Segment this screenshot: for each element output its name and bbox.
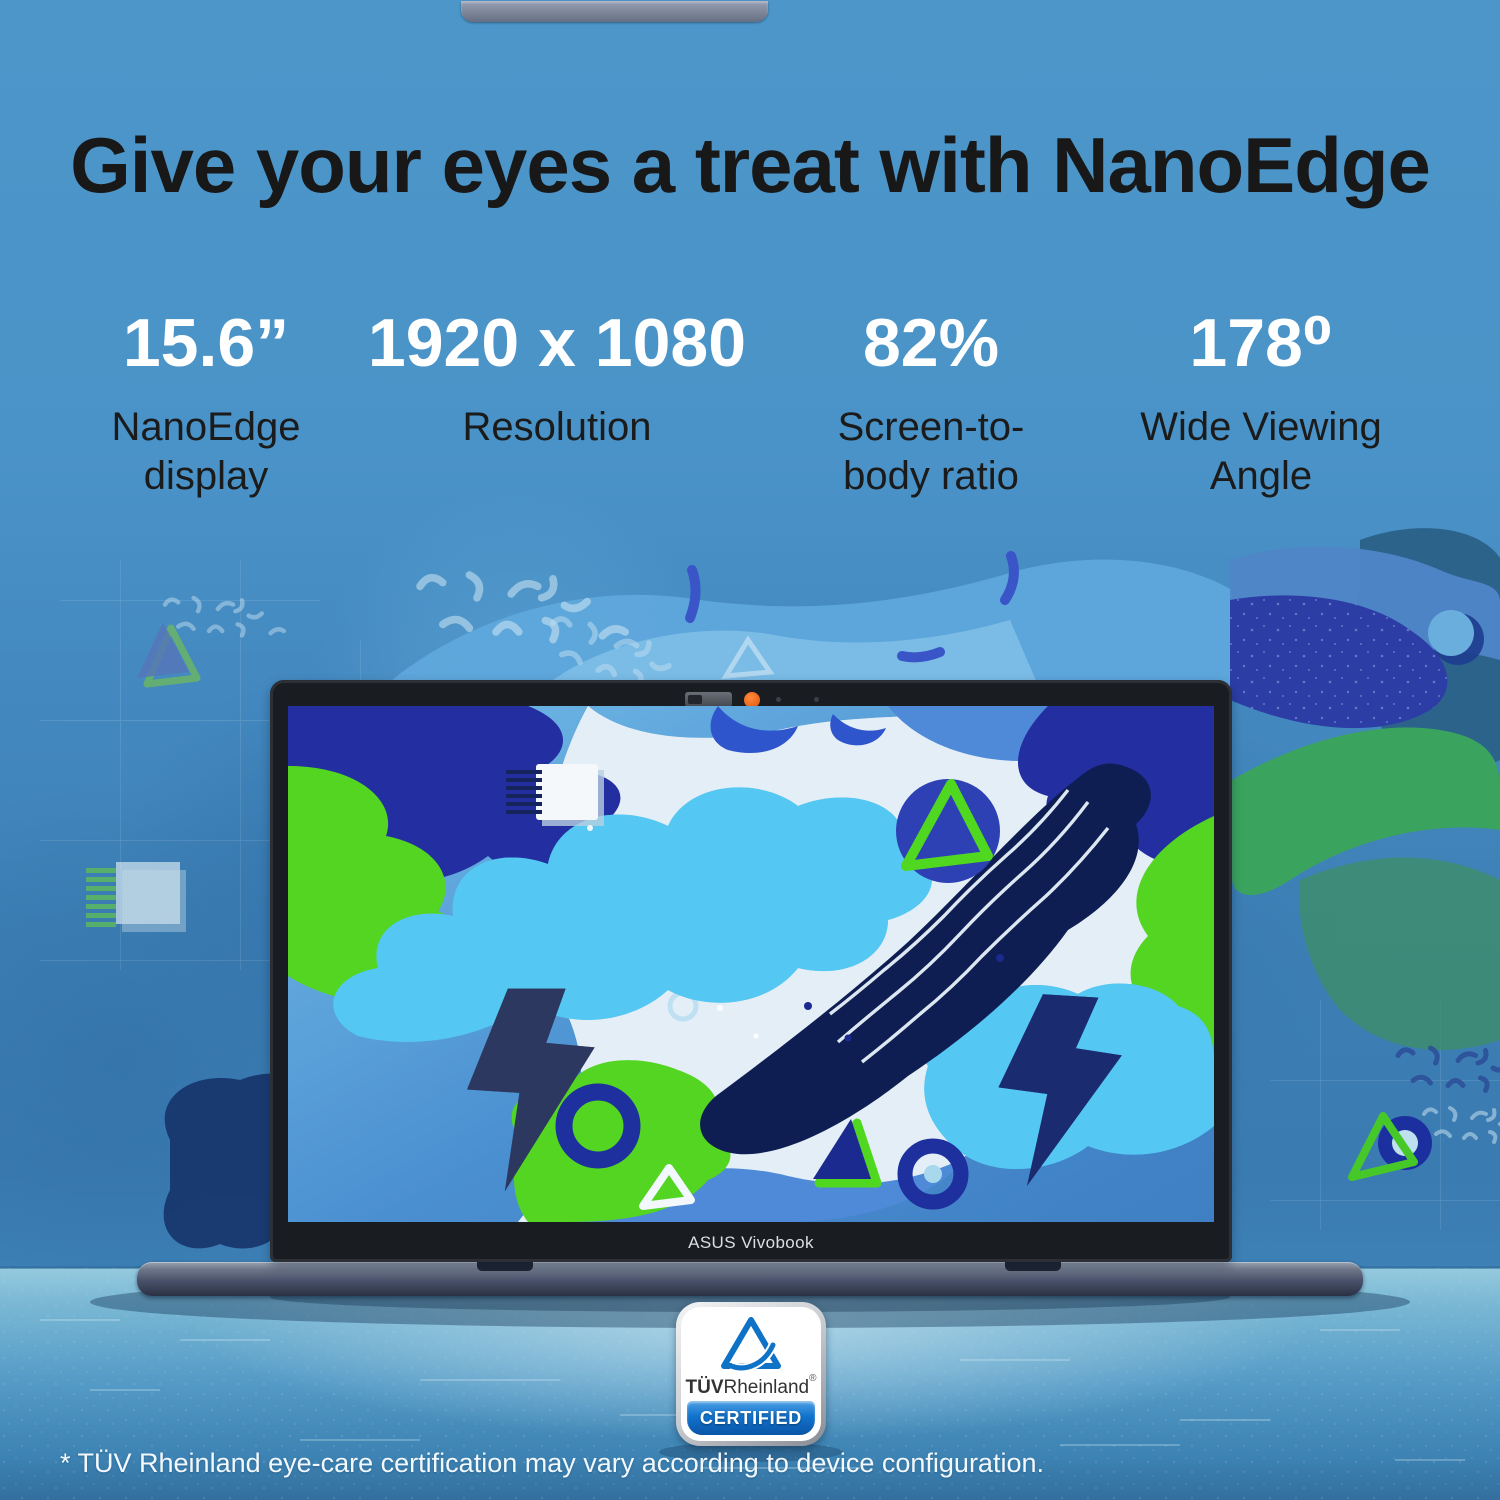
spec-label: Resolution [462,405,652,450]
badge-brand-rheinland: Rheinland [723,1377,810,1398]
green-triangle-icon [1348,1112,1418,1181]
tuv-certified-badge: TÜVRheinland® CERTIFIED [676,1302,826,1446]
spec-item-angle: 178⁰ Wide Viewing Angle [1096,305,1426,501]
tuv-triangle-icon [721,1317,781,1371]
registered-mark: ® [809,1373,817,1384]
crescent-circle-icon [1428,610,1484,665]
chip-icon [506,764,604,826]
badge-face: TÜVRheinland® CERTIFIED [681,1307,821,1441]
hinge-foot [477,1262,533,1271]
spec-item-resolution: 1920 x 1080 Resolution [362,305,752,452]
spec-value: 178⁰ [1189,305,1333,381]
microphone-dot-icon [814,697,819,702]
privacy-shutter-icon [685,692,732,707]
laptop-screen: ASUS Vivobook [270,680,1232,1262]
spec-label: Screen-to- body ratio [837,405,1025,499]
spec-label: NanoEdge display [111,405,301,499]
badge-brand: TÜVRheinland® [681,1373,821,1399]
faint-triangle-icon [137,622,201,688]
laptop-brand-label: ASUS Vivobook [688,1233,814,1252]
webcam-icon [744,692,760,708]
spec-value: 1920 x 1080 [367,305,747,381]
footnote: * TÜV Rheinland eye-care certification m… [60,1448,1044,1478]
screen-display [288,706,1214,1222]
laptop-lid-notch [461,1,768,22]
badge-brand-tuv: TÜV [685,1377,724,1398]
spec-label: Wide Viewing Angle [1140,405,1382,499]
spec-item-display: 15.6” NanoEdge display [40,305,372,501]
page-title: Give your eyes a treat with NanoEdge [70,121,1431,210]
faint-chip-icon [86,862,186,932]
screen-artwork [288,706,1214,1222]
microphone-dot-icon [776,697,781,702]
certified-banner: CERTIFIED [687,1401,815,1435]
spec-item-ratio: 82% Screen-to- body ratio [766,305,1096,501]
laptop-base [137,1262,1363,1296]
spec-value: 82% [862,305,1000,381]
hinge-foot [1005,1262,1061,1271]
spec-value: 15.6” [122,305,290,381]
